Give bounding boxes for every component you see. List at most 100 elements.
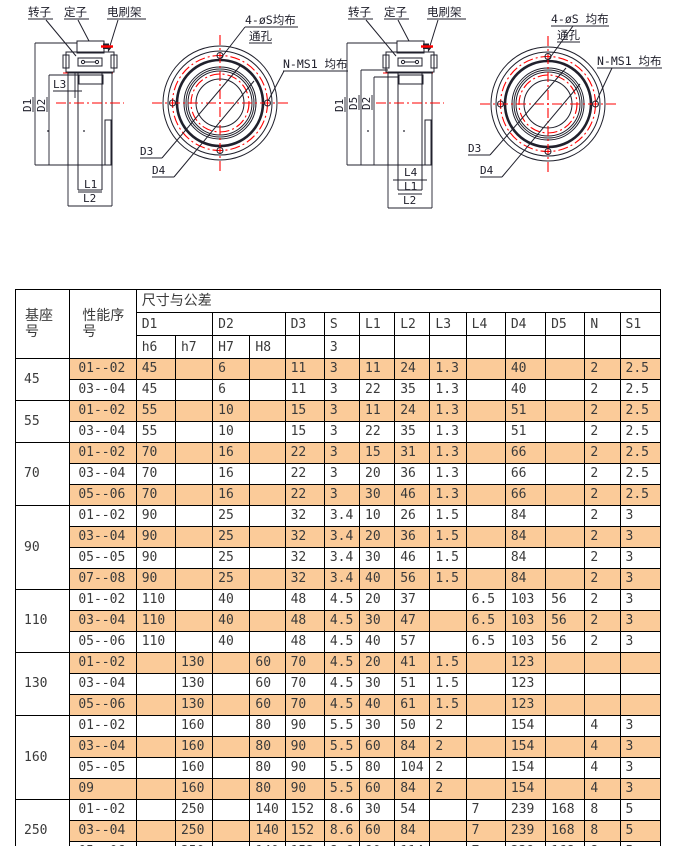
value-cell [465,379,506,401]
value-cell: 5.5 [323,757,361,779]
base-col-header: 基座号 [14,289,71,359]
dim-col-header: D4 [504,312,547,336]
value-cell: 66 [504,463,547,485]
value-cell [545,442,586,464]
value-cell: 152 [284,799,325,821]
value-cell: 90 [284,778,325,800]
value-cell [249,631,286,653]
value-cell [135,673,176,695]
value-cell: 123 [504,673,547,695]
value-cell: 160 [174,736,214,758]
value-cell: 3 [619,568,662,590]
value-cell: 6.5 [465,631,506,653]
table-row: 05--06 70 16 22 3 30 46 1.3 66 2 2.5 [16,484,662,506]
value-cell: 6.5 [465,589,506,611]
table-row: 55 01--02 55 10 15 3 11 24 1.3 51 2 2.5 [14,400,662,443]
value-cell [249,526,286,548]
value-cell [249,610,286,632]
dim-label-d3: D3 [140,145,153,158]
value-cell [465,547,506,569]
value-cell [174,400,214,422]
right-side-view-drawing: 转子 定子 电刷架 [333,5,466,209]
value-cell: 25 [212,505,251,527]
sub-col-header [584,335,621,359]
value-cell: 239 [504,820,547,842]
value-cell [249,379,286,401]
table-row: 130 01--02 130 60 70 4.5 20 41 1.5 123 [14,652,662,716]
value-cell: 2 [584,568,621,590]
value-cell: 2 [584,547,621,569]
value-cell [465,358,506,380]
seq-col-header: 性能序号 [69,289,137,359]
base-number-cell: 90 [14,505,71,590]
value-cell: 32 [284,547,325,569]
value-cell: 4 [584,736,621,758]
value-cell: 130 [174,673,214,695]
value-cell: 4.5 [323,694,361,716]
value-cell [174,358,214,380]
technical-drawings: 转子 定子 电刷架 [21,5,662,209]
value-cell: 80 [249,736,286,758]
value-cell: 11 [359,400,396,422]
value-cell: 15 [359,442,396,464]
value-cell: 56 [394,568,431,590]
value-cell: 22 [359,421,396,443]
value-cell: 2 [584,526,621,548]
value-cell: 5 [619,799,662,821]
dim-col-header: L4 [465,312,506,336]
rotor-callout: 转子 [28,5,51,19]
value-cell: 4.5 [323,652,361,674]
value-cell: 56 [545,589,586,611]
value-cell: 110 [135,631,176,653]
value-cell: 32 [284,568,325,590]
value-cell: 20 [359,526,396,548]
value-cell: 24 [394,400,431,422]
value-cell: 60 [359,820,396,842]
sub-col-header [619,335,662,359]
table-row: 03--04 55 10 15 3 22 35 1.3 51 2 2.5 [16,421,662,443]
sequence-cell: 03--04 [69,736,137,758]
value-cell [545,778,586,800]
value-cell: 10 [359,505,396,527]
dim-label-l2: L2 [83,192,96,205]
sub-col-header: 3 [323,335,361,359]
value-cell: 46 [394,484,431,506]
table-row: 05--05 90 25 32 3.4 30 46 1.5 84 2 3 [16,547,662,569]
table-row: 09 160 80 90 5.5 60 84 2 154 4 3 [16,778,662,800]
value-cell [249,547,286,569]
value-cell: 160 [174,778,214,800]
value-cell: 6 [212,358,251,380]
value-cell: 70 [135,484,176,506]
value-cell: 2.5 [619,442,662,464]
value-cell: 30 [359,610,396,632]
value-cell: 25 [212,568,251,590]
value-cell: 2 [584,589,621,611]
value-cell [174,610,214,632]
table-row: 05--06 130 60 70 4.5 40 61 1.5 123 [16,694,662,716]
value-cell: 66 [504,442,547,464]
value-cell: 1.5 [429,694,467,716]
value-cell: 3 [323,442,361,464]
sequence-cell: 03--04 [69,379,137,401]
value-cell: 22 [284,484,325,506]
value-cell: 168 [545,841,586,846]
value-cell: 103 [504,631,547,653]
value-cell: 90 [135,526,176,548]
value-cell [135,778,176,800]
value-cell [212,799,251,821]
value-cell: 84 [504,526,547,548]
value-cell [545,568,586,590]
value-cell: 2 [584,442,621,464]
value-cell: 110 [135,610,176,632]
value-cell: 8.6 [323,820,361,842]
value-cell: 40 [359,694,396,716]
dim-label-l1: L1 [404,180,417,193]
value-cell: 2 [584,421,621,443]
value-cell: 2 [429,736,467,758]
value-cell: 5.5 [323,778,361,800]
sequence-cell: 03--04 [69,463,137,485]
value-cell: 90 [284,757,325,779]
value-cell: 60 [359,736,396,758]
sequence-cell: 03--04 [69,526,137,548]
